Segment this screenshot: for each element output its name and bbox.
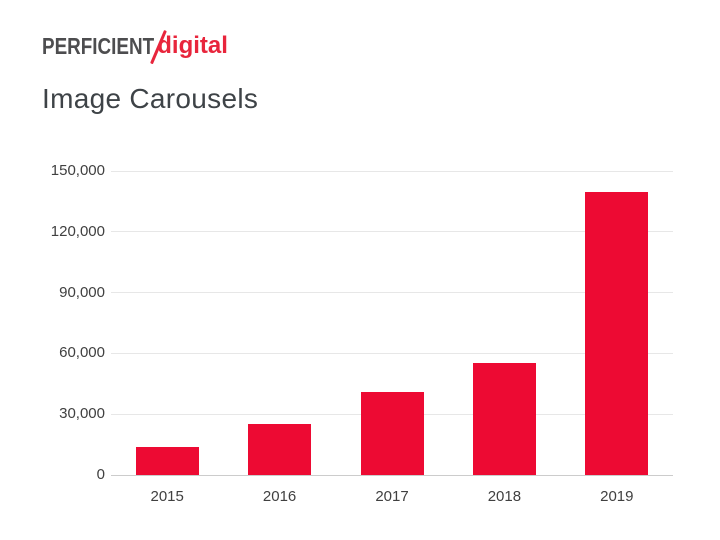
y-axis-tick-label: 0 <box>96 466 105 483</box>
bar-2019 <box>585 192 649 475</box>
chart-title: Image Carousels <box>42 83 259 114</box>
perficient-digital-logo: PERFICIENT digital <box>42 27 228 65</box>
gridline <box>111 231 673 233</box>
logo-perficient-text: PERFICIENT <box>42 32 155 59</box>
x-axis-tick-label: 2016 <box>262 488 297 505</box>
x-axis-tick-label: 2017 <box>375 488 409 505</box>
x-axis-tick-label: 2019 <box>600 488 634 505</box>
gridline <box>111 352 673 354</box>
y-axis-tick-label: 120,000 <box>50 222 105 240</box>
x-axis-tick-label: 2015 <box>150 488 184 505</box>
plot-area <box>111 170 673 476</box>
logo-digital-text: digital <box>157 32 228 59</box>
bar-2017 <box>360 391 424 475</box>
y-axis-tick-label: 30,000 <box>59 405 105 423</box>
y-axis-tick-label: 150,000 <box>50 162 105 179</box>
gridline <box>111 292 673 294</box>
bar-2018 <box>472 362 536 475</box>
bar-2016 <box>248 424 312 475</box>
gridline <box>111 170 673 172</box>
bar-2015 <box>135 446 199 475</box>
x-axis-tick-label: 2018 <box>487 488 522 505</box>
x-axis-line <box>111 474 673 476</box>
x-axis-labels: 2015 2016 2017 2018 2019 <box>111 488 673 510</box>
y-axis-labels: 0 30,000 60,000 90,000 120,000 150,000 <box>30 162 105 483</box>
y-axis-tick-label: 60,000 <box>59 344 105 362</box>
y-axis-tick-label: 90,000 <box>59 283 105 301</box>
